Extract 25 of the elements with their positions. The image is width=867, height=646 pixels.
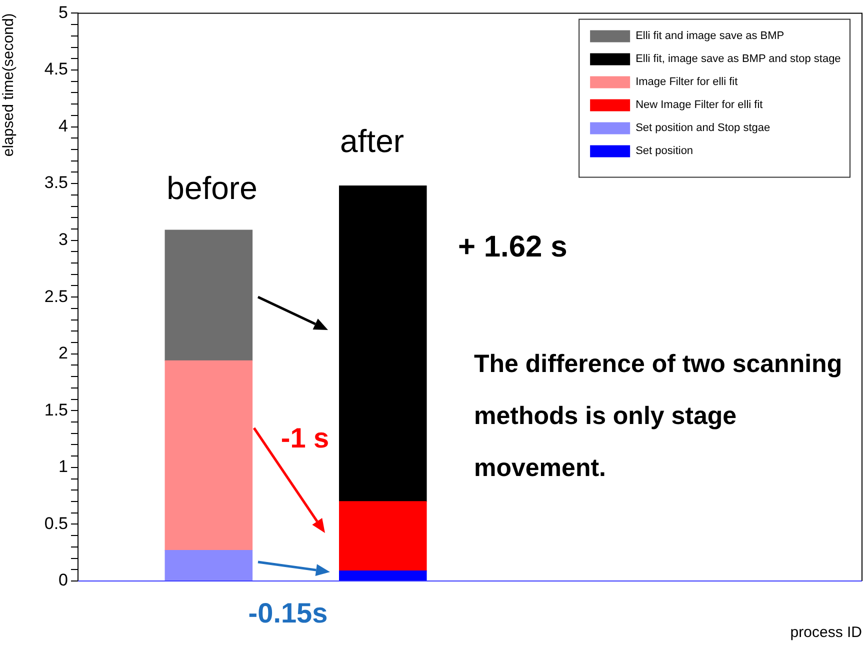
legend-label: New Image Filter for elli fit [636,99,763,112]
y-tick-label: 4 [58,116,68,136]
text: -0.15s [248,598,328,629]
y-tick-label: 4.5 [44,60,68,79]
y-tick-label: 3 [58,230,68,250]
y-tick-label: 3.5 [44,173,68,192]
y-tick-label: 1 [58,457,68,476]
y-tick-label: 2.5 [44,286,68,306]
x-axis-title: process ID [790,624,862,642]
annotation: after [340,122,404,159]
legend-label: Elli fit and image save as BMP [636,30,784,42]
legend-label: Set position and Stop stgae [636,122,770,134]
annotation: -1 s [280,422,330,454]
legend-label: Set position [636,145,694,158]
y-tick-label: 5 [58,2,68,22]
y-tick-label: 1.5 [44,400,68,420]
legend-label: Image Filter for elli fit [636,76,738,88]
y-axis-title: elapsed time(second) [0,13,18,157]
legend-label: Elli fit, image save as BMP and stop stage [636,53,841,66]
y-tick-label: 0.5 [44,514,68,533]
y-tick-label: 2 [58,344,68,363]
annotation: + 1.62 s [458,230,568,264]
annotation: before [166,170,258,206]
y-tick-label: 0 [58,570,68,590]
annotation: The difference of two scanning methods is only stage movement. [474,350,842,482]
